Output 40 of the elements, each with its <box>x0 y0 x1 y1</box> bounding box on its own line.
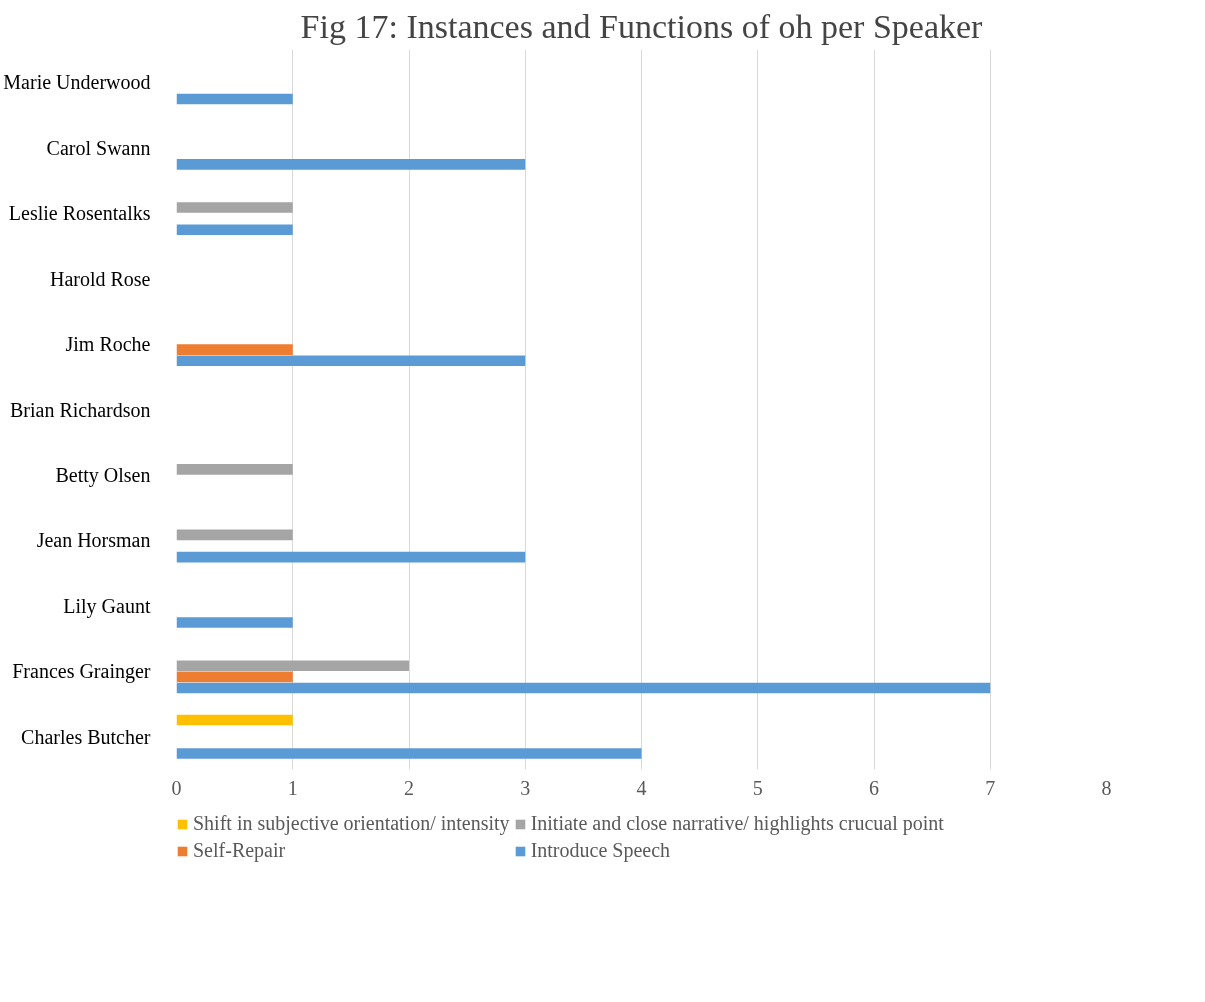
x-tick-label: 0 <box>171 776 182 799</box>
x-tick-label: 5 <box>752 776 763 799</box>
x-tick-label: 3 <box>520 776 531 799</box>
bar <box>176 617 293 628</box>
bar <box>176 224 293 236</box>
x-tick-label: 4 <box>636 776 647 799</box>
y-tick-label: Lily Gaunt <box>63 594 151 618</box>
y-tick-label: Marie Underwood <box>3 71 151 94</box>
y-tick-label: Frances Grainger <box>12 660 151 684</box>
x-tick-label: 8 <box>1101 776 1112 799</box>
x-tick-label: 2 <box>404 776 414 799</box>
bar <box>176 159 526 170</box>
legend-label: Introduce Speech <box>530 839 671 862</box>
y-tick-label: Betty Olsen <box>55 463 151 487</box>
bar <box>176 529 293 541</box>
bar <box>176 202 293 213</box>
chart-title: Fig 17: Instances and Functions of oh per Speaker <box>300 7 984 45</box>
bar <box>176 671 293 683</box>
y-tick-label: Brian Richardson <box>9 398 151 421</box>
y-tick-label: Jim Roche <box>65 333 151 356</box>
bar <box>176 355 526 367</box>
bar <box>176 344 293 355</box>
legend-label: Initiate and close narrative/ highlights crucual point <box>530 812 944 835</box>
bar <box>176 682 991 694</box>
bar <box>176 93 293 105</box>
bar <box>176 551 526 563</box>
bar <box>176 714 293 726</box>
x-tick-label: 6 <box>869 776 879 799</box>
x-tick-label: 7 <box>985 776 996 799</box>
bar <box>176 464 293 475</box>
legend-label: Shift in subjective orientation/ intensity <box>193 812 510 835</box>
bar <box>176 748 642 759</box>
y-tick-label: Jean Horsman <box>36 529 151 552</box>
y-tick-label: Leslie Rosentalks <box>8 202 151 225</box>
legend-label: Self-Repair <box>193 839 286 862</box>
y-tick-label: Harold Rose <box>49 267 151 290</box>
y-tick-label: Charles Butcher <box>21 725 151 748</box>
y-tick-label: Carol Swann <box>46 136 151 159</box>
bar <box>176 660 409 672</box>
x-tick-label: 1 <box>287 776 298 799</box>
